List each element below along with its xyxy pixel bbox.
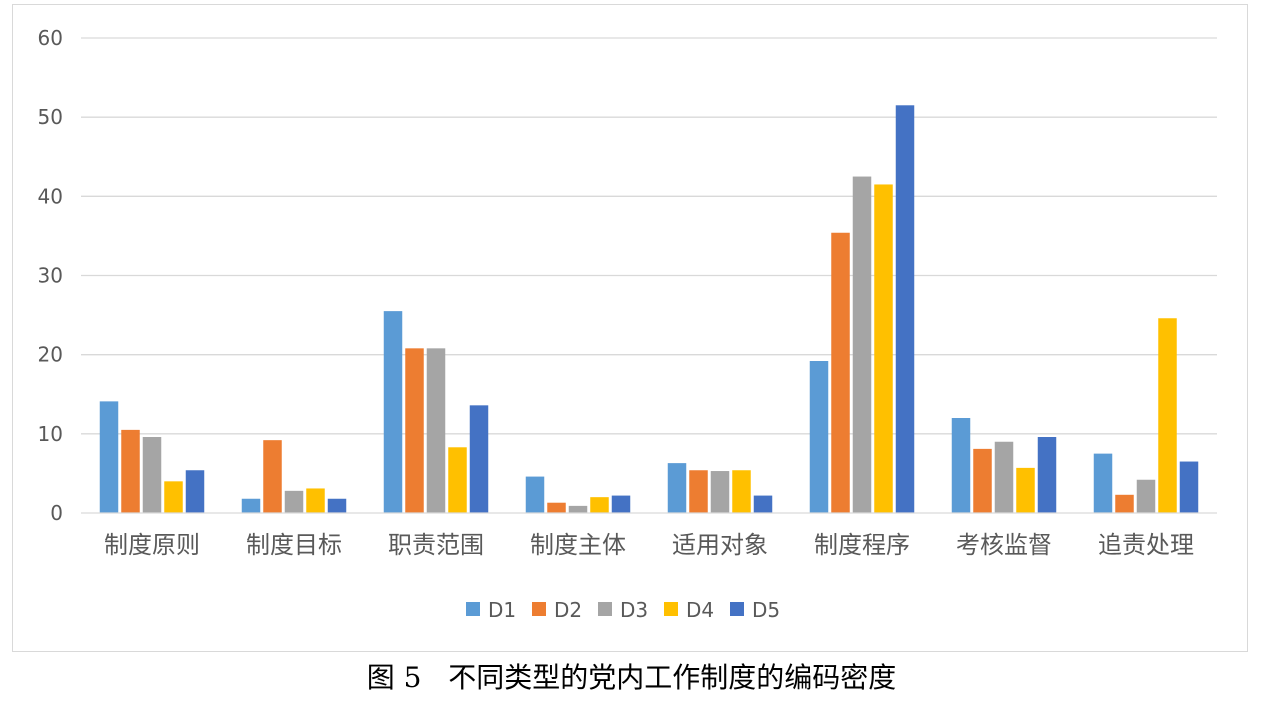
x-category-label: 职责范围 [388,531,484,559]
y-tick-label: 20 [38,343,63,367]
bar-d3 [568,505,588,513]
y-tick-label: 10 [38,422,63,446]
legend-label: D2 [554,598,582,622]
x-category-label: 制度原则 [104,531,200,559]
bar-d4 [874,184,893,514]
legend-swatch [598,602,612,616]
bar-chart: 0 10 20 30 40 50 60 制度原则 制度目标 职责范围 制度主体 适用对象 制度程序 考核… [38,26,1217,622]
caption-gap [422,661,449,694]
legend-label: D4 [686,598,714,622]
legend-swatch [664,602,678,616]
x-category-label: 适用对象 [672,531,768,559]
bar-d1 [383,311,403,513]
bar-d1 [951,418,971,513]
x-category-label: 追责处理 [1098,531,1194,559]
bar-d1 [525,476,545,513]
bar-d1 [809,361,829,513]
y-tick-label: 40 [38,184,63,208]
bar-d3 [284,490,304,513]
bar-d4 [306,488,325,513]
bar-d2 [263,440,282,513]
bar-d5 [185,470,205,513]
bar-d2 [689,470,708,513]
x-category-label: 考核监督 [956,531,1052,559]
bar-d3 [142,437,162,513]
figure-caption: 图 5 不同类型的党内工作制度的编码密度 [0,656,1263,696]
bar-d5 [469,405,489,513]
bar-d3 [852,176,872,513]
bar-d3 [994,441,1014,513]
y-tick-label: 30 [38,264,63,288]
bar-d4 [732,470,751,513]
bar-d1 [667,463,687,513]
bars [99,105,1199,514]
legend-label: D1 [488,598,516,622]
legend-swatch [730,602,744,616]
bar-d2 [121,429,140,513]
y-tick-label: 60 [38,26,63,50]
figure-number: 图 5 [366,661,422,694]
bar-d4 [164,481,183,513]
legend-label: D5 [752,598,780,622]
x-category-label: 制度主体 [530,531,626,559]
bar-d2 [405,348,424,513]
bar-d2 [547,502,566,513]
bar-d4 [1158,318,1177,513]
legend-swatch [532,602,546,616]
bar-d4 [1016,467,1035,513]
bar-d4 [590,497,609,513]
bar-d1 [99,401,119,513]
figure-title: 不同类型的党内工作制度的编码密度 [448,661,897,694]
bar-d3 [426,348,446,513]
x-category-label: 制度程序 [814,531,910,559]
bar-d3 [1136,479,1156,513]
y-tick-label: 0 [50,501,63,525]
bar-d5 [1037,437,1057,513]
bar-d2 [831,232,850,513]
y-tick-label: 50 [38,105,63,129]
category-labels: 制度原则 制度目标 职责范围 制度主体 适用对象 制度程序 考核监督 追责处理 [104,531,1194,559]
bar-d1 [1093,453,1113,513]
y-axis-ticks: 0 10 20 30 40 50 60 [38,26,63,525]
bar-d5 [327,498,347,513]
bar-d5 [895,105,915,514]
bar-d5 [611,495,631,513]
x-category-label: 制度目标 [246,531,342,559]
gridlines [81,37,1217,435]
legend: D1 D2 D3 D4 D5 [466,598,780,622]
bar-d2 [973,448,992,513]
bar-d2 [1115,494,1134,513]
bar-d3 [710,471,730,513]
chart-frame: 0 10 20 30 40 50 60 制度原则 制度目标 职责范围 制度主体 适用对象 制度程序 考核… [12,4,1248,652]
bar-d1 [241,498,261,513]
bar-d5 [1179,461,1199,513]
bar-d4 [448,447,467,513]
bar-d5 [753,495,773,513]
legend-label: D3 [620,598,648,622]
legend-swatch [466,602,480,616]
